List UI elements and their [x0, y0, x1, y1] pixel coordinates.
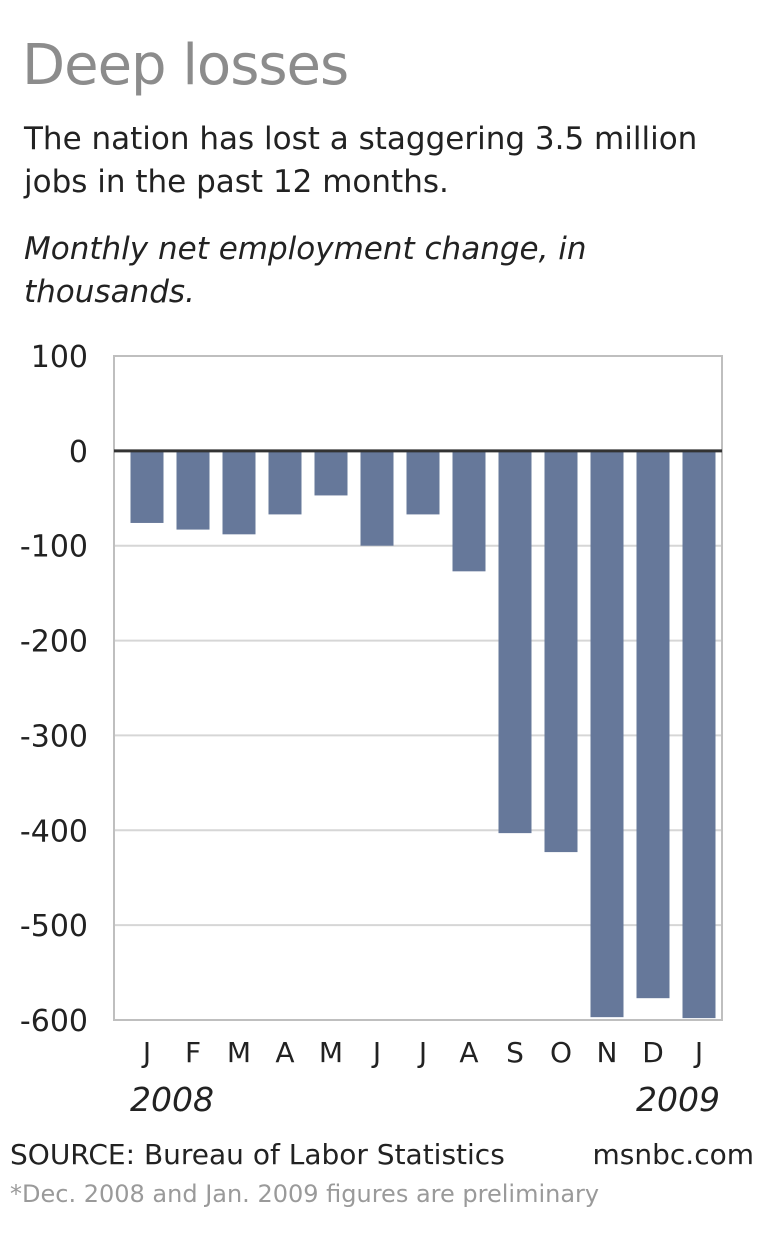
y-tick-label: -400: [20, 814, 88, 849]
y-tick-label: -300: [20, 719, 88, 754]
x-tick-label: S: [506, 1036, 524, 1069]
bar: [452, 450, 486, 572]
x-tick-label: F: [185, 1036, 201, 1069]
bar: [268, 450, 302, 515]
bar: [130, 450, 164, 523]
y-tick-label: -200: [20, 625, 88, 660]
bar: [682, 450, 716, 1019]
bar: [590, 450, 624, 1018]
footnote: *Dec. 2008 and Jan. 2009 figures are pre…: [10, 1180, 600, 1208]
x-tick-label: J: [693, 1036, 703, 1069]
bar: [636, 450, 670, 999]
unit-note: Monthly net employment change, in thousa…: [24, 231, 587, 310]
source-note: SOURCE: Bureau of Labor Statistics: [10, 1138, 505, 1171]
x-tick-label: J: [141, 1036, 151, 1069]
bar: [498, 450, 532, 834]
plot-frame: [113, 355, 723, 1021]
y-tick-label: 100: [31, 340, 88, 375]
bar: [406, 450, 440, 515]
x-tick-label: A: [275, 1036, 294, 1069]
bar: [222, 450, 256, 535]
bar: [176, 450, 210, 530]
credit-label: msnbc.com: [592, 1138, 754, 1171]
bar: [314, 450, 348, 496]
y-tick-label: -100: [20, 530, 88, 565]
x-tick-label: D: [642, 1036, 664, 1069]
chart-title: Deep losses: [22, 33, 349, 98]
y-tick-label: -500: [20, 909, 88, 944]
y-tick-label: -600: [20, 1004, 88, 1039]
x-tick-label: M: [319, 1036, 343, 1069]
chart-subtitle: The nation has lost a staggering 3.5 mil…: [24, 121, 698, 200]
y-tick-label: 0: [69, 435, 88, 470]
x-tick-label: N: [597, 1036, 618, 1069]
x-tick-label: O: [550, 1036, 572, 1069]
bar: [360, 450, 394, 546]
year-start-label: 2008: [130, 1080, 214, 1119]
x-tick-label: J: [371, 1036, 381, 1069]
x-tick-label: M: [227, 1036, 251, 1069]
year-end-label: 2009: [636, 1080, 720, 1119]
x-tick-label: J: [417, 1036, 427, 1069]
bar: [544, 450, 578, 853]
x-tick-label: A: [459, 1036, 478, 1069]
